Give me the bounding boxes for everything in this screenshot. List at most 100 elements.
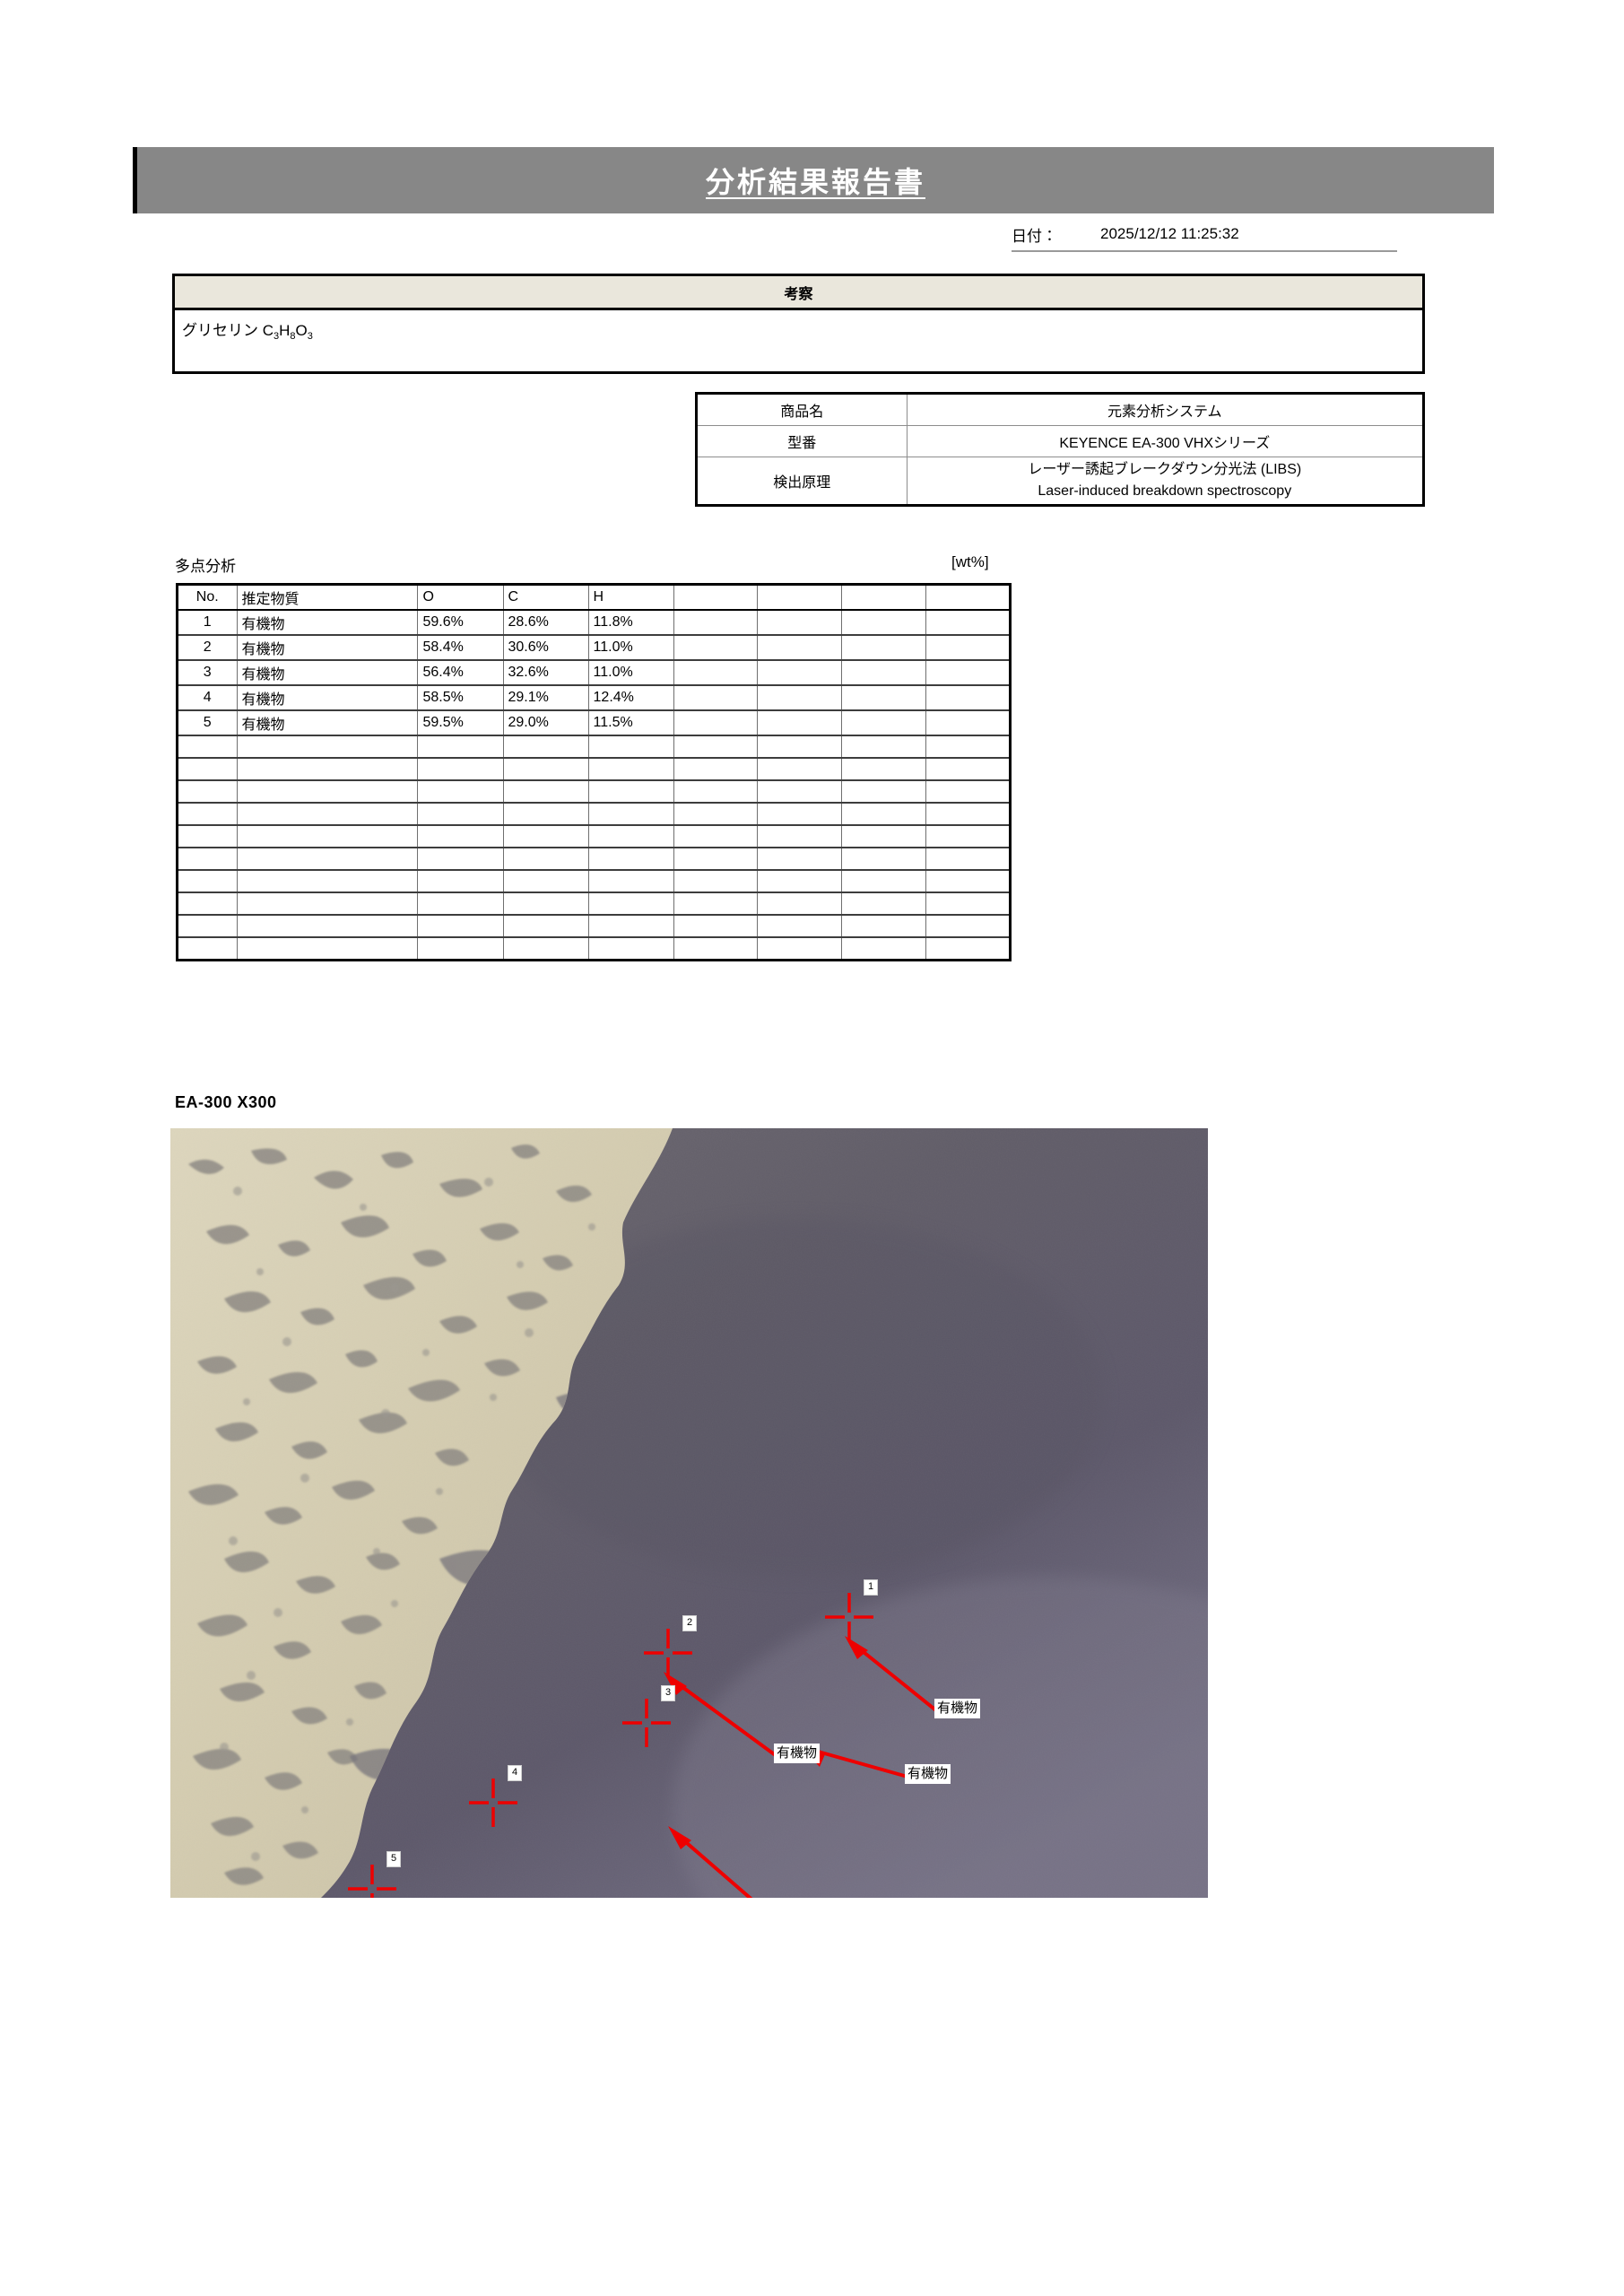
detection-principle-line-jp: レーザー誘起ブレークダウン分光法 (LIBS) <box>1028 462 1302 477</box>
cell-blank-4 <box>925 709 1011 736</box>
cell-empty-2 <box>236 891 419 916</box>
table-row-empty <box>177 869 1011 893</box>
cell-substance: 有機物 <box>236 709 419 736</box>
cell-h: 12.4% <box>587 684 674 711</box>
cell-empty-9 <box>925 802 1011 826</box>
cell-empty-1 <box>177 847 238 871</box>
cell-empty-7 <box>757 847 843 871</box>
cell-empty-5 <box>587 735 674 759</box>
cell-blank-2 <box>757 684 843 711</box>
cell-no: 1 <box>177 609 238 636</box>
cell-blank-1 <box>673 709 759 736</box>
cell-blank-1 <box>673 634 759 661</box>
cell-empty-6 <box>673 936 759 961</box>
crosshair-1 <box>825 1593 873 1641</box>
cell-c: 29.0% <box>502 709 589 736</box>
remarks-formula-sub-8: 8 <box>290 331 296 342</box>
crosshair-2 <box>644 1629 692 1677</box>
cell-h: 11.0% <box>587 659 674 686</box>
remarks-header: 考察 <box>175 276 1422 310</box>
cell-o: 58.4% <box>417 634 504 661</box>
cell-empty-5 <box>587 779 674 804</box>
cell-empty-6 <box>673 757 759 781</box>
cell-empty-4 <box>502 936 589 961</box>
cell-blank-3 <box>841 659 927 686</box>
cell-empty-9 <box>925 757 1011 781</box>
model-number-label: 型番 <box>696 425 908 457</box>
date-value: 2025/12/12 11:25:32 <box>1100 225 1239 242</box>
cell-empty-7 <box>757 936 843 961</box>
detection-principle-value: レーザー誘起ブレークダウン分光法 (LIBS) Laser-induced br… <box>906 457 1425 506</box>
cell-empty-3 <box>417 914 504 938</box>
cell-empty-8 <box>841 802 927 826</box>
cell-blank-1 <box>673 659 759 686</box>
column-header-h: H <box>587 584 674 611</box>
cell-empty-2 <box>236 802 419 826</box>
cell-blank-2 <box>757 609 843 636</box>
cell-empty-7 <box>757 824 843 848</box>
cell-empty-9 <box>925 824 1011 848</box>
cell-empty-2 <box>236 735 419 759</box>
cell-o: 56.4% <box>417 659 504 686</box>
crosshair-4 <box>469 1779 517 1827</box>
cell-empty-9 <box>925 869 1011 893</box>
crosshair-3 <box>622 1699 671 1747</box>
table-row: 4 有機物 58.5% 29.1% 12.4% <box>177 684 1011 711</box>
cell-empty-9 <box>925 936 1011 961</box>
cell-no: 2 <box>177 634 238 661</box>
cell-empty-6 <box>673 914 759 938</box>
cell-empty-2 <box>236 847 419 871</box>
cell-empty-1 <box>177 824 238 848</box>
cell-empty-3 <box>417 936 504 961</box>
table-row: 型番 KEYENCE EA-300 VHXシリーズ <box>696 425 1425 457</box>
cell-empty-9 <box>925 847 1011 871</box>
cell-empty-3 <box>417 802 504 826</box>
cell-empty-1 <box>177 891 238 916</box>
cell-empty-8 <box>841 936 927 961</box>
cell-empty-5 <box>587 824 674 848</box>
cell-empty-9 <box>925 891 1011 916</box>
cell-empty-7 <box>757 914 843 938</box>
cell-o: 59.6% <box>417 609 504 636</box>
cell-empty-5 <box>587 891 674 916</box>
cell-empty-1 <box>177 757 238 781</box>
column-header-blank-2 <box>757 584 843 611</box>
cell-empty-1 <box>177 802 238 826</box>
multipoint-analysis-table: No. 推定物質 O C H 1 有機物 59.6% 28.6% 11.8% 2 有機物 58… <box>176 583 1012 961</box>
cell-blank-1 <box>673 684 759 711</box>
cell-empty-4 <box>502 847 589 871</box>
cell-empty-6 <box>673 735 759 759</box>
table-row-empty <box>177 735 1011 759</box>
cell-empty-8 <box>841 779 927 804</box>
cell-empty-9 <box>925 735 1011 759</box>
remarks-formula-c: C <box>262 322 274 339</box>
cell-empty-5 <box>587 869 674 893</box>
cell-empty-8 <box>841 869 927 893</box>
table-row-empty <box>177 824 1011 848</box>
cell-no: 5 <box>177 709 238 736</box>
cell-substance: 有機物 <box>236 634 419 661</box>
model-number-value: KEYENCE EA-300 VHXシリーズ <box>906 425 1425 457</box>
cell-empty-6 <box>673 869 759 893</box>
cell-empty-9 <box>925 779 1011 804</box>
table-row: 5 有機物 59.5% 29.0% 11.5% <box>177 709 1011 736</box>
cell-empty-2 <box>236 757 419 781</box>
table-row: 3 有機物 56.4% 32.6% 11.0% <box>177 659 1011 686</box>
table-row: 商品名 元素分析システム <box>696 393 1425 426</box>
cell-empty-3 <box>417 735 504 759</box>
detection-principle-line-en: Laser-induced breakdown spectroscopy <box>1038 483 1292 499</box>
cell-empty-8 <box>841 891 927 916</box>
table-row-empty <box>177 891 1011 916</box>
cell-empty-4 <box>502 757 589 781</box>
table-row: 検出原理 レーザー誘起ブレークダウン分光法 (LIBS) Laser-induc… <box>696 457 1425 506</box>
table-row: 2 有機物 58.4% 30.6% 11.0% <box>177 634 1011 661</box>
table-row-empty <box>177 802 1011 826</box>
cell-empty-9 <box>925 914 1011 938</box>
page-title: 分析結果報告書 <box>705 166 925 198</box>
column-header-blank-1 <box>673 584 759 611</box>
cell-empty-5 <box>587 757 674 781</box>
cell-empty-1 <box>177 869 238 893</box>
annotation-arrows <box>667 1639 939 1898</box>
crosshair-markers <box>348 1593 873 1898</box>
cell-blank-4 <box>925 659 1011 686</box>
